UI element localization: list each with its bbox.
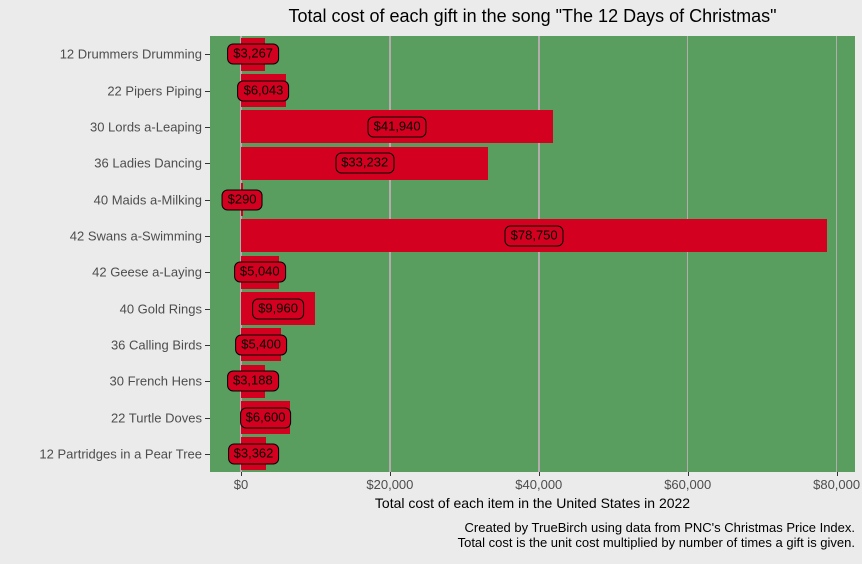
y-axis-tick-0 xyxy=(205,54,210,56)
y-axis-label-3: 36 Ladies Dancing xyxy=(94,155,202,171)
y-axis-tick-10 xyxy=(205,417,210,419)
x-axis-tick-2 xyxy=(538,472,540,476)
y-axis-label-0: 12 Drummers Drumming xyxy=(59,46,202,62)
bar-value-label-1: $6,043 xyxy=(237,80,290,101)
bar-value-label-2: $41,940 xyxy=(367,116,427,138)
x-axis-tick-4 xyxy=(836,472,838,476)
y-axis-label-7: 40 Gold Rings xyxy=(119,301,202,316)
y-axis-label-4: 40 Maids a-Milking xyxy=(93,192,202,207)
x-axis-title: Total cost of each item in the United St… xyxy=(374,495,691,511)
bar-value-label-6: $5,040 xyxy=(233,261,286,283)
x-axis-tick-label-4: $80,000 xyxy=(813,477,861,492)
x-axis-tick-3 xyxy=(687,472,689,476)
bar-value-label-10: $6,600 xyxy=(239,407,292,428)
chart-title: Total cost of each gift in the song "The… xyxy=(288,6,777,26)
bar-value-label-11: $3,362 xyxy=(227,443,280,465)
gridline-x-3 xyxy=(686,36,689,472)
y-axis-label-1: 22 Pipers Piping xyxy=(107,83,202,98)
bar-value-label-0: $3,267 xyxy=(227,43,280,65)
y-axis-label-6: 42 Geese a-Laying xyxy=(92,264,202,280)
x-axis-tick-0 xyxy=(241,472,242,476)
y-axis-tick-5 xyxy=(205,235,210,237)
y-axis-tick-1 xyxy=(205,90,210,92)
y-axis-tick-3 xyxy=(205,163,210,165)
bar-value-label-4: $290 xyxy=(221,189,263,210)
caption-line-1: Created by TrueBirch using data from PNC… xyxy=(464,520,855,535)
x-axis-tick-label-1: $20,000 xyxy=(366,477,414,492)
y-axis-tick-8 xyxy=(205,344,210,346)
bar-value-label-3: $33,232 xyxy=(335,152,395,174)
y-axis-tick-2 xyxy=(205,126,210,128)
y-axis-tick-7 xyxy=(205,308,210,310)
gridline-x-1 xyxy=(389,36,391,472)
bar-value-label-9: $3,188 xyxy=(226,370,279,392)
y-axis-label-9: 30 French Hens xyxy=(109,373,203,389)
y-axis-label-2: 30 Lords a-Leaping xyxy=(89,119,202,135)
gridline-x-4 xyxy=(835,36,838,472)
y-axis-label-11: 12 Partridges in a Pear Tree xyxy=(39,446,202,462)
y-axis-tick-4 xyxy=(205,199,210,201)
x-axis-tick-label-2: $40,000 xyxy=(515,477,563,492)
y-axis-tick-6 xyxy=(205,272,210,274)
y-axis-label-5: 42 Swans a-Swimming xyxy=(69,228,202,244)
bar-value-label-7: $9,960 xyxy=(252,298,304,319)
y-axis-label-8: 36 Calling Birds xyxy=(110,337,202,353)
gridline-x-0 xyxy=(240,36,242,472)
bar-value-label-5: $78,750 xyxy=(504,225,564,247)
caption-line-2: Total cost is the unit cost multiplied b… xyxy=(457,535,855,550)
y-axis-tick-11 xyxy=(205,453,210,455)
y-axis-label-10: 22 Turtle Doves xyxy=(110,410,202,425)
plot-panel: $3,267 $6,043 $41,940 $33,232 $290 $78,750 $5,… xyxy=(210,36,855,472)
x-axis-tick-label-0: $0 xyxy=(233,477,249,492)
x-axis-tick-label-3: $60,000 xyxy=(664,477,712,492)
caption: Created by TrueBirch using data from PNC… xyxy=(458,520,855,550)
bar-value-label-8: $5,400 xyxy=(235,334,287,356)
x-axis-tick-1 xyxy=(389,472,391,476)
gridline-x-2 xyxy=(538,36,540,472)
y-axis-tick-9 xyxy=(205,381,210,383)
